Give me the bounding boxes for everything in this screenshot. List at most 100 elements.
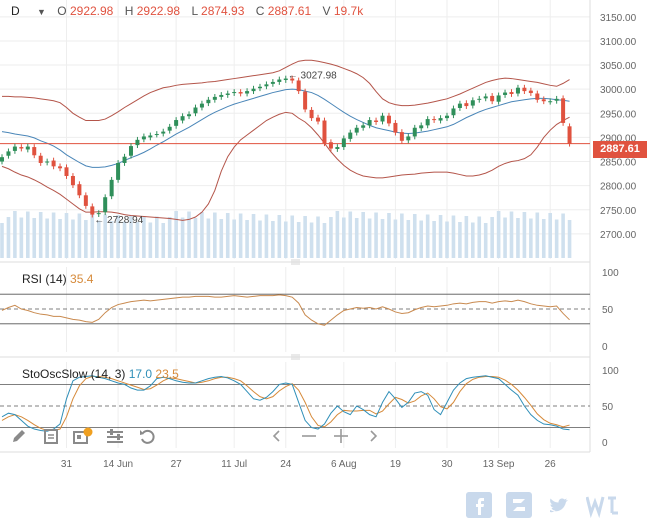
- indicator-y-tick: 100: [602, 268, 619, 279]
- watchlist-icon[interactable]: [586, 492, 622, 518]
- volume-bar: [13, 211, 17, 258]
- candle-body: [277, 79, 282, 82]
- social-share-bar: [466, 492, 622, 518]
- volume-bar: [38, 212, 43, 258]
- candle-body: [341, 138, 346, 148]
- indicator-y-tick: 0: [602, 438, 608, 449]
- volume-bar: [174, 211, 178, 258]
- calendar-badge-icon[interactable]: [72, 425, 94, 447]
- volume-bar: [361, 212, 365, 258]
- volume-bar: [129, 215, 133, 258]
- candle-body: [328, 142, 333, 149]
- y-tick-label: 2700.00: [600, 230, 637, 241]
- rsi-label-group: RSI (14) 35.4: [22, 272, 93, 286]
- x-tick-label: 27: [171, 459, 183, 470]
- volume-bar: [180, 217, 185, 258]
- y-tick-label: 3000.00: [600, 85, 637, 96]
- candle-body: [419, 125, 424, 129]
- zoom-out-icon[interactable]: [298, 425, 320, 447]
- candle-body: [367, 120, 372, 126]
- volume-bar: [529, 218, 533, 258]
- candle-body: [180, 116, 185, 121]
- ohlc-header: D ▼ O 2922.98 H 2922.98 L 2874.93 C 2887…: [11, 4, 363, 18]
- volume-label: V: [322, 4, 331, 18]
- volume-bar: [406, 220, 411, 258]
- candle-body: [19, 147, 24, 149]
- volume-bar: [490, 217, 494, 258]
- y-tick-label: 2800.00: [600, 182, 637, 193]
- volume-bar: [200, 212, 204, 258]
- rsi-value: 35.4: [70, 272, 94, 286]
- volume-bar: [451, 215, 456, 258]
- candle-body: [432, 119, 437, 121]
- candle-body: [425, 119, 430, 126]
- chart-navigation: [266, 424, 384, 448]
- volume-bar: [6, 217, 11, 258]
- zoom-in-icon[interactable]: [330, 425, 352, 447]
- candle-body: [103, 197, 108, 213]
- x-tick-label: 31: [61, 459, 73, 470]
- candle-body: [51, 160, 56, 167]
- candle-body: [187, 114, 192, 117]
- candle-body: [393, 122, 398, 133]
- stocktwits-icon[interactable]: [506, 492, 532, 518]
- document-icon[interactable]: [40, 425, 62, 447]
- indicator-y-tick: 50: [602, 402, 614, 413]
- x-tick-label: 30: [441, 459, 453, 470]
- volume-bar: [142, 216, 146, 258]
- chevron-right-icon[interactable]: [362, 425, 384, 447]
- candle-body: [212, 96, 217, 100]
- volume-bar: [45, 218, 49, 258]
- volume-bar: [71, 219, 75, 258]
- volume-bar: [25, 211, 30, 258]
- candle-body: [225, 93, 230, 95]
- y-tick-label: 2900.00: [600, 133, 637, 144]
- volume-bar: [122, 221, 127, 258]
- undo-icon[interactable]: [136, 425, 158, 447]
- volume-bar: [535, 212, 540, 258]
- bollinger-upper-line: [2, 59, 570, 122]
- volume-bar: [90, 214, 95, 258]
- volume-bar: [0, 223, 4, 258]
- volume-bar: [380, 219, 385, 258]
- x-tick-label: 13 Sep: [483, 459, 515, 470]
- x-tick-label: 24: [280, 459, 292, 470]
- candle-body: [503, 92, 508, 95]
- candle-body: [109, 179, 114, 197]
- low-value: 2874.93: [201, 4, 245, 18]
- period-selector[interactable]: D: [11, 4, 20, 18]
- candle-body: [477, 98, 482, 100]
- twitter-icon[interactable]: [546, 492, 572, 518]
- chevron-left-icon[interactable]: [266, 425, 288, 447]
- volume-bar: [135, 222, 140, 258]
- chevron-down-icon[interactable]: ▼: [37, 7, 46, 17]
- stoch-k-line: [1, 375, 570, 432]
- rsi-line: [1, 294, 570, 326]
- volume-bar: [238, 213, 243, 258]
- candle-body: [399, 132, 404, 141]
- candle-body: [548, 101, 553, 103]
- candle-body: [470, 100, 475, 106]
- volume-bar: [445, 221, 449, 258]
- y-tick-label: 2950.00: [600, 109, 637, 120]
- candle-body: [232, 92, 237, 94]
- volume-bar: [464, 216, 469, 258]
- volume-bar: [496, 211, 501, 258]
- candle-body: [316, 117, 321, 122]
- x-tick-label: 11 Jul: [221, 459, 247, 470]
- volume-bar: [84, 220, 88, 258]
- volume-bar: [290, 215, 295, 258]
- volume-bar: [393, 219, 398, 258]
- candle-body: [238, 92, 243, 94]
- facebook-icon[interactable]: [466, 492, 492, 518]
- pencil-icon[interactable]: [8, 425, 30, 447]
- candle-body: [96, 213, 101, 215]
- candle-body: [32, 147, 37, 156]
- volume-bar: [342, 217, 346, 258]
- volume-bar: [561, 213, 565, 258]
- candle-body: [483, 96, 488, 99]
- volume-bar: [503, 217, 507, 258]
- candle-body: [457, 103, 462, 108]
- candle-body: [438, 118, 443, 121]
- settings-sliders-icon[interactable]: [104, 425, 126, 447]
